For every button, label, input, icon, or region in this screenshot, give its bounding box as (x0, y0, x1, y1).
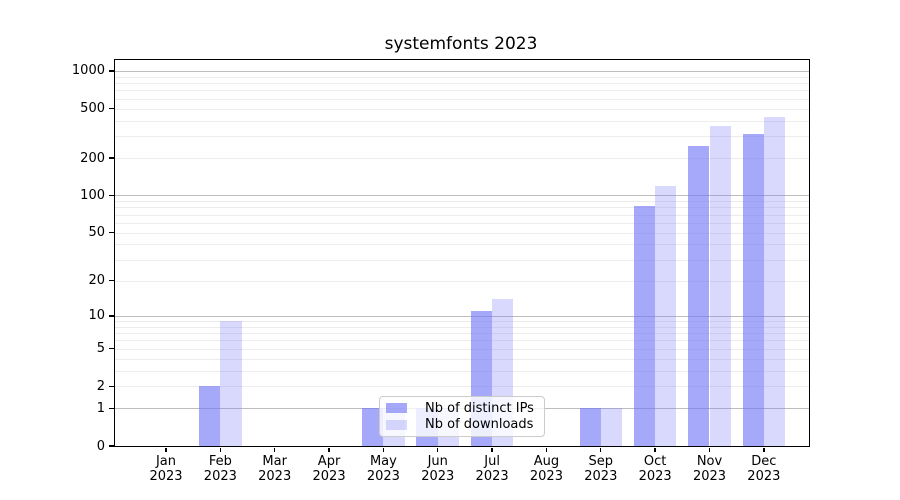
plot-area: Nb of distinct IPs Nb of downloads 0 1 2 5 1… (72, 59, 810, 484)
x-tick-mark (491, 447, 493, 452)
x-tick-mark (708, 447, 711, 452)
x-tick-label: Jul 2023 (475, 454, 509, 484)
minor-gridline (115, 244, 809, 246)
x-tick-mark (763, 447, 765, 452)
x-tick-mark (654, 447, 656, 452)
x-tick-label: Nov 2023 (692, 454, 727, 484)
bar-distinct-ips-feb (199, 386, 221, 446)
x-tick-label: Jun 2023 (421, 454, 455, 484)
minor-gridline (115, 136, 809, 138)
major-gridline (115, 315, 809, 317)
x-tick-label: May 2023 (366, 454, 400, 484)
minor-gridline (115, 90, 809, 92)
x-tick-label: Aug 2023 (529, 454, 563, 484)
minor-gridline (115, 76, 809, 78)
minor-gridline (115, 386, 809, 388)
y-tick-mark (109, 70, 114, 72)
minor-gridline (115, 333, 809, 335)
chart-title: systemfonts 2023 (384, 34, 538, 54)
x-tick-mark (437, 447, 439, 452)
minor-gridline (115, 207, 809, 209)
minor-gridline (115, 201, 809, 203)
minor-gridline (115, 83, 809, 85)
x-tick-mark (274, 447, 276, 452)
y-tick-label: 5 (96, 341, 105, 357)
legend-row-downloads: Nb of downloads (386, 417, 544, 432)
bar-downloads-nov (709, 125, 731, 446)
legend-row-distinct-ips: Nb of distinct IPs (386, 401, 544, 416)
y-tick-mark (109, 280, 114, 282)
minor-gridline (115, 222, 809, 224)
major-gridline (115, 195, 809, 197)
x-tick-label: Oct 2023 (638, 454, 672, 484)
bar-downloads-oct (655, 185, 677, 446)
minor-gridline (115, 370, 809, 372)
major-gridline (115, 70, 809, 72)
y-tick-mark (109, 231, 114, 234)
minor-gridline (115, 158, 809, 160)
x-tick-mark (165, 447, 167, 452)
bar-downloads-dec (763, 117, 786, 446)
legend-swatch-distinct-ips (386, 403, 407, 413)
x-tick-mark (219, 447, 222, 452)
y-tick-label: 0 (96, 438, 105, 454)
x-tick-label: Jan 2023 (149, 454, 183, 484)
y-tick-label: 500 (80, 101, 105, 117)
y-tick-label: 10 (88, 308, 105, 324)
bar-downloads-sep (600, 408, 623, 446)
minor-gridline (115, 321, 809, 322)
minor-gridline (115, 280, 809, 282)
y-tick-mark (109, 194, 114, 197)
bar-downloads-feb (220, 321, 242, 446)
y-tick-mark (109, 107, 114, 110)
y-tick-mark (109, 445, 114, 447)
minor-gridline (115, 259, 809, 261)
y-tick-mark (109, 348, 114, 350)
legend-label-distinct-ips: Nb of distinct IPs (425, 400, 534, 416)
x-tick-mark (600, 447, 602, 452)
x-tick-label: Dec 2023 (747, 454, 781, 484)
x-tick-label: Apr 2023 (312, 454, 346, 484)
y-tick-mark (109, 407, 114, 410)
minor-gridline (115, 108, 809, 110)
minor-gridline (115, 340, 809, 342)
x-tick-label: Feb 2023 (203, 454, 237, 484)
bar-distinct-ips-dec (742, 134, 764, 446)
y-tick-label: 20 (88, 273, 105, 289)
x-tick-label: Sep 2023 (584, 454, 618, 484)
y-tick-label: 1 (96, 400, 105, 416)
y-tick-label: 50 (88, 225, 105, 241)
x-tick-mark (545, 447, 548, 452)
minor-gridline (115, 98, 809, 100)
minor-gridline (115, 232, 809, 234)
bar-distinct-ips-nov (688, 146, 710, 446)
minor-gridline (115, 358, 809, 360)
legend-label-downloads: Nb of downloads (425, 417, 534, 433)
bar-distinct-ips-may (362, 408, 384, 446)
legend: Nb of distinct IPs Nb of downloads (379, 396, 545, 437)
y-tick-mark (109, 157, 114, 159)
legend-swatch-downloads (386, 420, 407, 430)
bar-distinct-ips-oct (633, 206, 656, 446)
y-tick-label: 200 (80, 150, 105, 166)
y-tick-mark (109, 315, 114, 317)
minor-gridline (115, 214, 809, 216)
minor-gridline (115, 348, 809, 350)
x-tick-mark (328, 447, 330, 452)
bar-distinct-ips-sep (579, 408, 601, 446)
minor-gridline (115, 326, 809, 328)
y-tick-mark (109, 385, 114, 388)
y-tick-label: 100 (80, 187, 105, 203)
y-tick-label: 1000 (71, 63, 105, 79)
y-tick-label: 2 (96, 378, 105, 394)
x-tick-mark (382, 447, 385, 452)
minor-gridline (115, 120, 809, 122)
x-tick-label: Mar 2023 (258, 454, 292, 484)
